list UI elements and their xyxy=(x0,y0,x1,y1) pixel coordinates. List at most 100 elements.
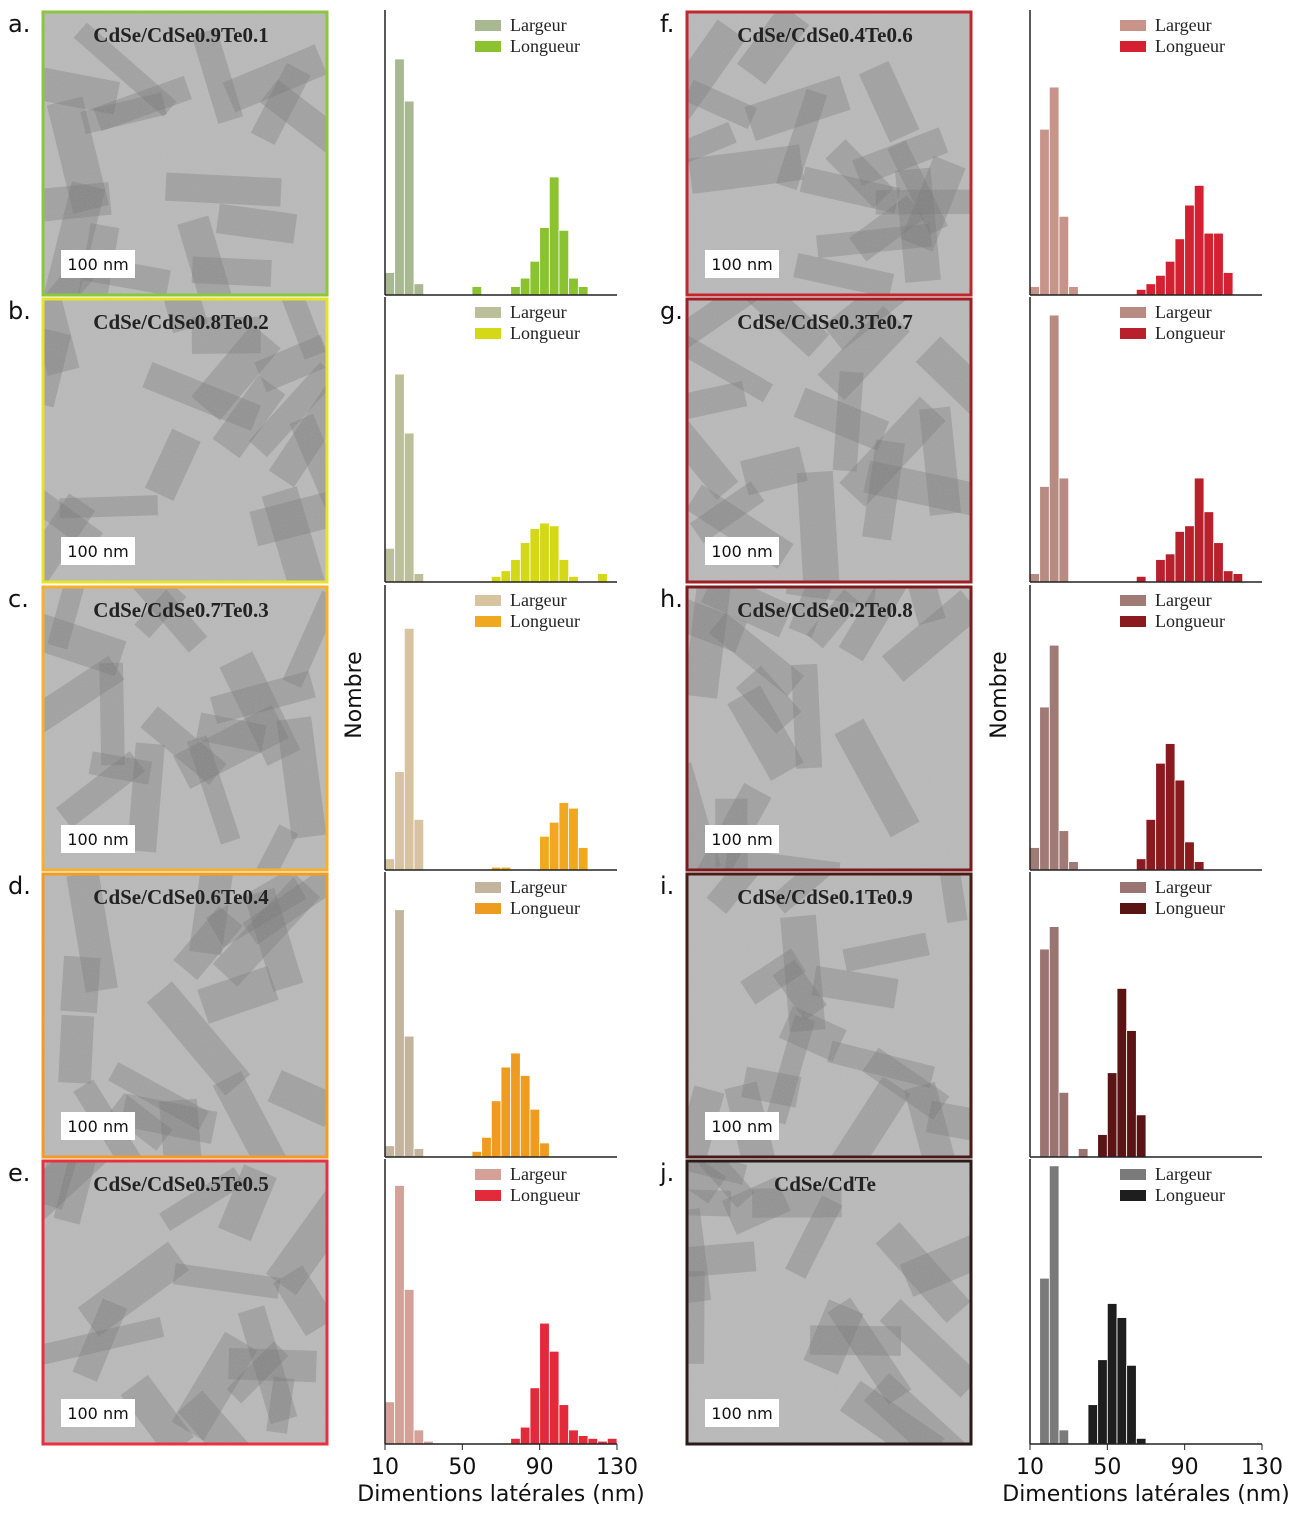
histogram-bar xyxy=(490,575,502,583)
image-frame xyxy=(41,872,329,1159)
tem-image xyxy=(685,872,973,1159)
image-content xyxy=(43,874,327,1157)
legend-swatch xyxy=(475,882,501,893)
histogram-bar xyxy=(1068,286,1079,296)
histogram-bar xyxy=(384,1401,396,1445)
legend-label: Largeur xyxy=(510,15,567,35)
histogram-bar xyxy=(1077,1148,1089,1158)
image-title: CdSe/CdTe xyxy=(774,1172,876,1196)
panel-label: e. xyxy=(8,1159,30,1187)
histogram-bar xyxy=(577,1435,589,1445)
x-tick-label: 90 xyxy=(526,1455,554,1480)
image-content xyxy=(43,299,327,582)
image-frame xyxy=(685,10,973,297)
image-content xyxy=(687,299,971,582)
histogram-bar xyxy=(1039,128,1050,296)
image-frame xyxy=(685,872,973,1159)
legend-label: Largeur xyxy=(1155,877,1212,897)
legend-label: Largeur xyxy=(1155,15,1212,35)
histogram-bar xyxy=(548,525,560,583)
histogram-bar xyxy=(1155,559,1166,583)
histogram-bar xyxy=(1048,86,1060,296)
legend-swatch xyxy=(475,41,501,52)
y-axis-label: Nombre xyxy=(987,651,1012,738)
histogram-bar xyxy=(558,802,570,871)
legend-label: Longueur xyxy=(510,611,580,631)
legend-label: Largeur xyxy=(510,302,567,322)
histogram-bar xyxy=(510,1437,521,1445)
histogram-bar xyxy=(500,1066,512,1158)
image-title: CdSe/CdSe0.8Te0.2 xyxy=(93,310,268,334)
legend-swatch xyxy=(475,616,501,627)
histogram-bar xyxy=(1135,288,1147,296)
histogram-bar xyxy=(510,559,521,583)
legend-swatch xyxy=(475,903,501,914)
histogram-bar xyxy=(413,1148,425,1158)
scale-bar-label: 100 nm xyxy=(67,255,128,274)
histogram-bar xyxy=(1222,272,1234,296)
grain xyxy=(43,587,327,870)
histogram-bar xyxy=(568,277,579,296)
x-tick-label: 90 xyxy=(1171,1455,1199,1480)
histogram-bar xyxy=(519,1426,531,1445)
histogram-bar xyxy=(1058,215,1070,296)
panel-label: g. xyxy=(660,297,683,325)
histogram-bar xyxy=(394,1185,405,1445)
tem-image xyxy=(685,297,973,584)
image-content xyxy=(43,12,327,295)
histogram-bar xyxy=(1106,1303,1118,1445)
histogram-bar xyxy=(384,547,396,583)
scale-bar-label: 100 nm xyxy=(711,1404,772,1423)
histogram-bar xyxy=(384,1145,396,1158)
histogram-bar xyxy=(1048,644,1060,871)
histogram-bar xyxy=(1058,1429,1070,1445)
histogram-bar xyxy=(539,835,550,871)
histogram-bar xyxy=(519,1075,531,1158)
histogram-bar xyxy=(1029,847,1041,871)
panel-label: h. xyxy=(660,585,683,613)
histogram-bar xyxy=(1048,1165,1060,1445)
x-axis-label: Dimentions latérales (nm) xyxy=(1002,1482,1289,1507)
x-tick-label: 50 xyxy=(1093,1455,1121,1480)
image-content xyxy=(43,587,327,870)
image-title: CdSe/CdSe0.3Te0.7 xyxy=(737,310,912,334)
histogram-bar xyxy=(1048,314,1060,583)
grain xyxy=(43,12,327,295)
legend-swatch xyxy=(475,20,501,31)
histogram-bar xyxy=(1087,1404,1099,1445)
histogram-bar xyxy=(548,176,560,296)
histogram-bar xyxy=(606,1437,618,1445)
legend-swatch xyxy=(475,1169,501,1180)
histogram-bar xyxy=(539,227,550,296)
image-frame xyxy=(685,585,973,872)
image-title: CdSe/CdSe0.1Te0.9 xyxy=(737,885,912,909)
histogram-bar xyxy=(1068,861,1079,871)
histogram-bar xyxy=(587,1437,599,1445)
tem-image xyxy=(41,10,329,297)
histogram-bar xyxy=(403,1035,415,1158)
histogram-bar xyxy=(394,58,405,296)
histogram-bar xyxy=(548,1350,560,1445)
histogram-bar xyxy=(1193,861,1205,871)
histogram-bar xyxy=(548,821,560,871)
histogram-bar xyxy=(1097,1359,1108,1445)
histogram-bar xyxy=(1232,573,1244,583)
image-title: CdSe/CdSe0.9Te0.1 xyxy=(93,23,268,47)
histogram-bar xyxy=(529,1108,541,1158)
image-title: CdSe/CdSe0.5Te0.5 xyxy=(93,1172,268,1196)
grain xyxy=(43,299,327,582)
scale-bar-label: 100 nm xyxy=(711,542,772,561)
histogram-bar xyxy=(394,909,405,1158)
x-tick-label: 130 xyxy=(596,1455,638,1480)
histogram-bar xyxy=(519,277,531,296)
image-title: CdSe/CdSe0.7Te0.3 xyxy=(93,598,268,622)
image-frame xyxy=(41,585,329,872)
histogram-bar xyxy=(1213,542,1224,583)
legend-label: Largeur xyxy=(1155,302,1212,322)
x-tick-label: 130 xyxy=(1241,1455,1283,1480)
histogram-bar xyxy=(1145,819,1157,871)
histogram-bar xyxy=(1174,531,1186,583)
histogram-bar xyxy=(1048,926,1060,1158)
histogram-bar xyxy=(539,522,550,583)
histogram-bar xyxy=(558,559,570,583)
